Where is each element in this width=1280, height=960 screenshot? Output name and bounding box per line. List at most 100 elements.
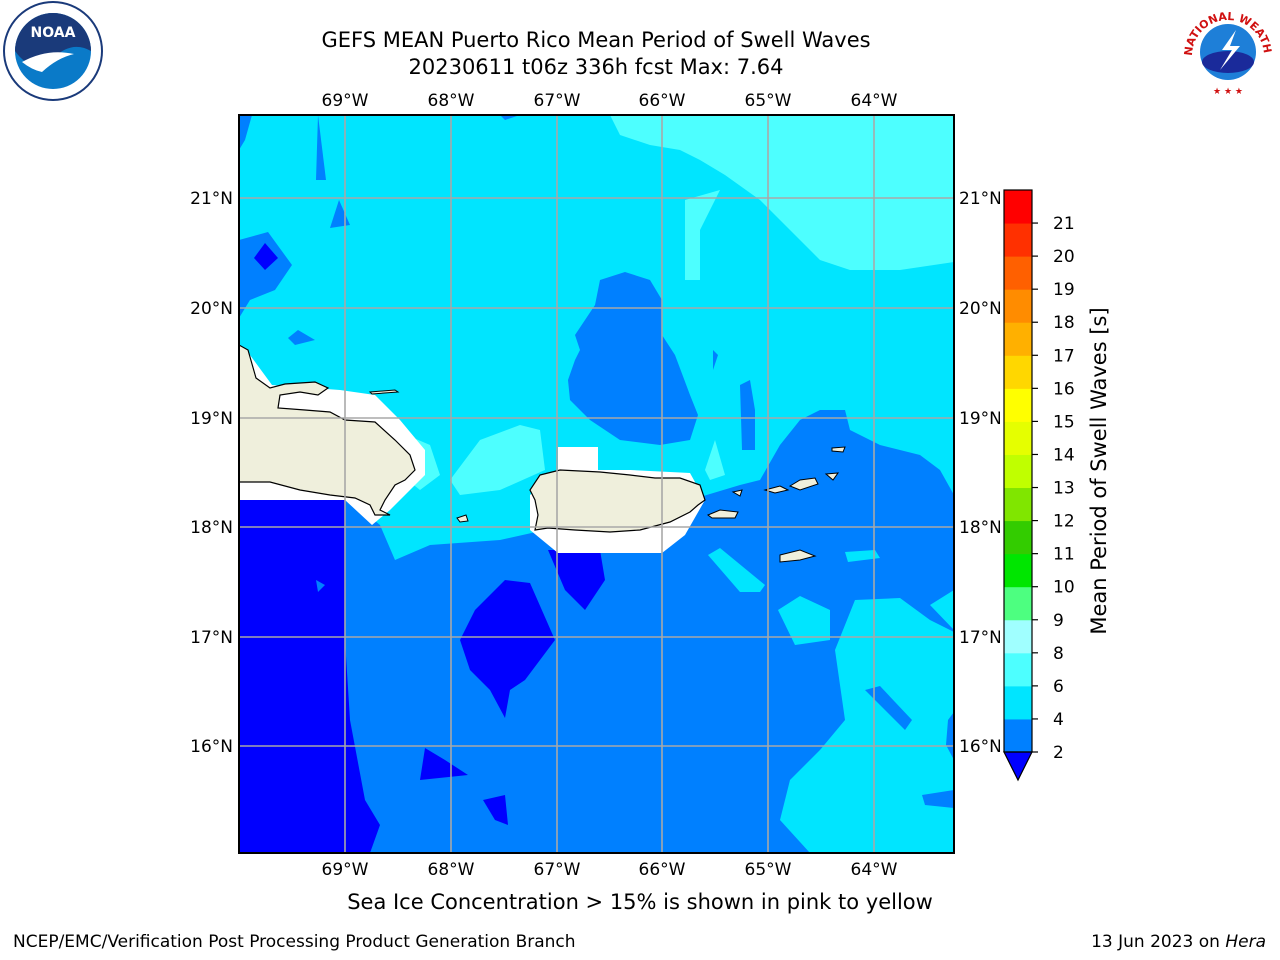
colorbar-segment [1004,322,1032,356]
lon-label: 69°W [322,91,369,111]
lat-labels-left: 21°N 20°N 19°N 18°N 17°N 16°N [190,189,233,757]
field-2-4 [568,272,698,445]
lat-label: 20°N [959,299,1002,319]
lat-label: 17°N [959,628,1002,648]
colorbar-tick-label: 20 [1053,247,1075,267]
lon-label: 69°W [322,860,369,880]
virgin-island [788,477,819,491]
colorbar-segment [1004,454,1032,489]
field-2-4 [500,115,520,120]
colorbar-segment [1004,388,1032,422]
field-4-6 [930,590,954,630]
colorbar-tick-label: 16 [1053,379,1075,399]
colorbar-tick-label: 10 [1053,578,1075,598]
lat-label: 17°N [190,628,233,648]
swell-period-field [239,115,954,853]
sea-ice-note: Sea Ice Concentration > 15% is shown in … [0,890,1280,914]
sea-ice-note-text: Sea Ice Concentration > 15% is shown in … [347,890,933,914]
map-frame [238,114,955,854]
colorbar: 2 4 6 8 9 10 11 12 13 14 15 16 17 18 19 20 21 Mean Perio… [1000,186,1111,782]
footer-date: 13 Jun 2023 on Hera [1091,932,1266,952]
field-2-4 [239,232,292,318]
field-2-4 [288,330,315,345]
field-2-4 [239,115,252,150]
colorbar-tick-label: 15 [1053,412,1075,432]
st-croix-island [779,549,817,563]
virgin-island [763,485,790,494]
field-2-4 [316,580,325,592]
field-6-8 [610,115,954,270]
colorbar-segment [1004,685,1032,720]
field-2-4 [865,686,912,730]
lon-label: 64°W [851,860,898,880]
field-2-4 [316,115,326,180]
lat-label: 18°N [190,518,233,538]
lon-label: 67°W [534,91,581,111]
lat-labels-right: 21°N 20°N 19°N 18°N 17°N 16°N [959,189,1002,757]
svg-text:★ ★ ★: ★ ★ ★ [1213,87,1243,97]
field-4-6 [845,550,880,562]
field-under-2 [548,550,605,610]
field-2-4 [713,350,718,370]
mona-island [456,514,469,523]
tortuga-island [368,389,400,395]
virgin-island [707,509,739,519]
lon-labels-bottom: 69°W 68°W 67°W 66°W 65°W 64°W [322,860,898,880]
lon-label: 65°W [745,860,792,880]
virgin-island [731,489,743,497]
hispaniola-landmass [239,344,416,516]
field-6-8 [705,440,725,480]
field-6-8 [685,190,720,280]
colorbar-tick-label: 19 [1053,280,1075,300]
field-under-2 [254,243,278,270]
colorbar-segment [1004,586,1032,621]
colorbar-tick-label: 8 [1053,644,1064,664]
field-6-8 [450,425,545,495]
nws-logo-icon: NATIONAL WEATHER SERVICE ★ ★ ★ [1178,0,1275,97]
lat-label: 19°N [959,409,1002,429]
colorbar-segment [1004,190,1032,224]
colorbar-segment [1004,256,1032,290]
lat-label: 21°N [959,189,1002,209]
colorbar-segment [1004,553,1032,588]
field-2-4 [239,410,954,853]
lon-label: 68°W [428,91,475,111]
field-under-2 [420,748,468,780]
chart-subtitle: 20230611 t06z 336h fcst Max: 7.64 [408,55,784,79]
colorbar-tick-label: 6 [1053,677,1064,697]
lon-label: 66°W [639,860,686,880]
lon-labels-top: 69°W 68°W 67°W 66°W 65°W 64°W [322,91,898,111]
lat-label: 20°N [190,299,233,319]
colorbar-tick-label: 13 [1053,479,1075,499]
lat-label: 19°N [190,409,233,429]
anegada-island [831,446,846,453]
footer-date-text: 13 Jun 2023 on [1091,932,1226,952]
lat-label: 18°N [959,518,1002,538]
colorbar-tick-label: 11 [1053,545,1075,565]
lon-label: 67°W [534,860,581,880]
footer-host: Hera [1225,932,1266,952]
noaa-logo-text: NOAA [31,25,76,41]
colorbar-tick-label: 18 [1053,313,1075,333]
colorbar-segment [1004,718,1032,753]
map-gridlines [239,115,954,853]
colorbar-segment [1004,487,1032,522]
chart-title: GEFS MEAN Puerto Rico Mean Period of Swe… [321,28,871,52]
lon-label: 64°W [851,91,898,111]
lat-label: 16°N [959,737,1002,757]
noaa-logo-icon: NOAA [3,1,103,101]
colorbar-segment [1004,619,1032,654]
colorbar-segment [1004,421,1032,455]
lon-label: 65°W [745,91,792,111]
colorbar-label: Mean Period of Swell Waves [s] [1087,307,1111,634]
colorbar-segment [1004,355,1032,389]
lat-label: 16°N [190,737,233,757]
anguilla-island [824,472,840,481]
field-2-4 [922,790,954,808]
colorbar-tick-label: 2 [1053,743,1064,763]
lat-label: 21°N [190,189,233,209]
colorbar-tick-label: 12 [1053,512,1075,532]
colorbar-frame [1003,189,1033,753]
footer-credit: NCEP/EMC/Verification Post Processing Pr… [13,932,576,952]
